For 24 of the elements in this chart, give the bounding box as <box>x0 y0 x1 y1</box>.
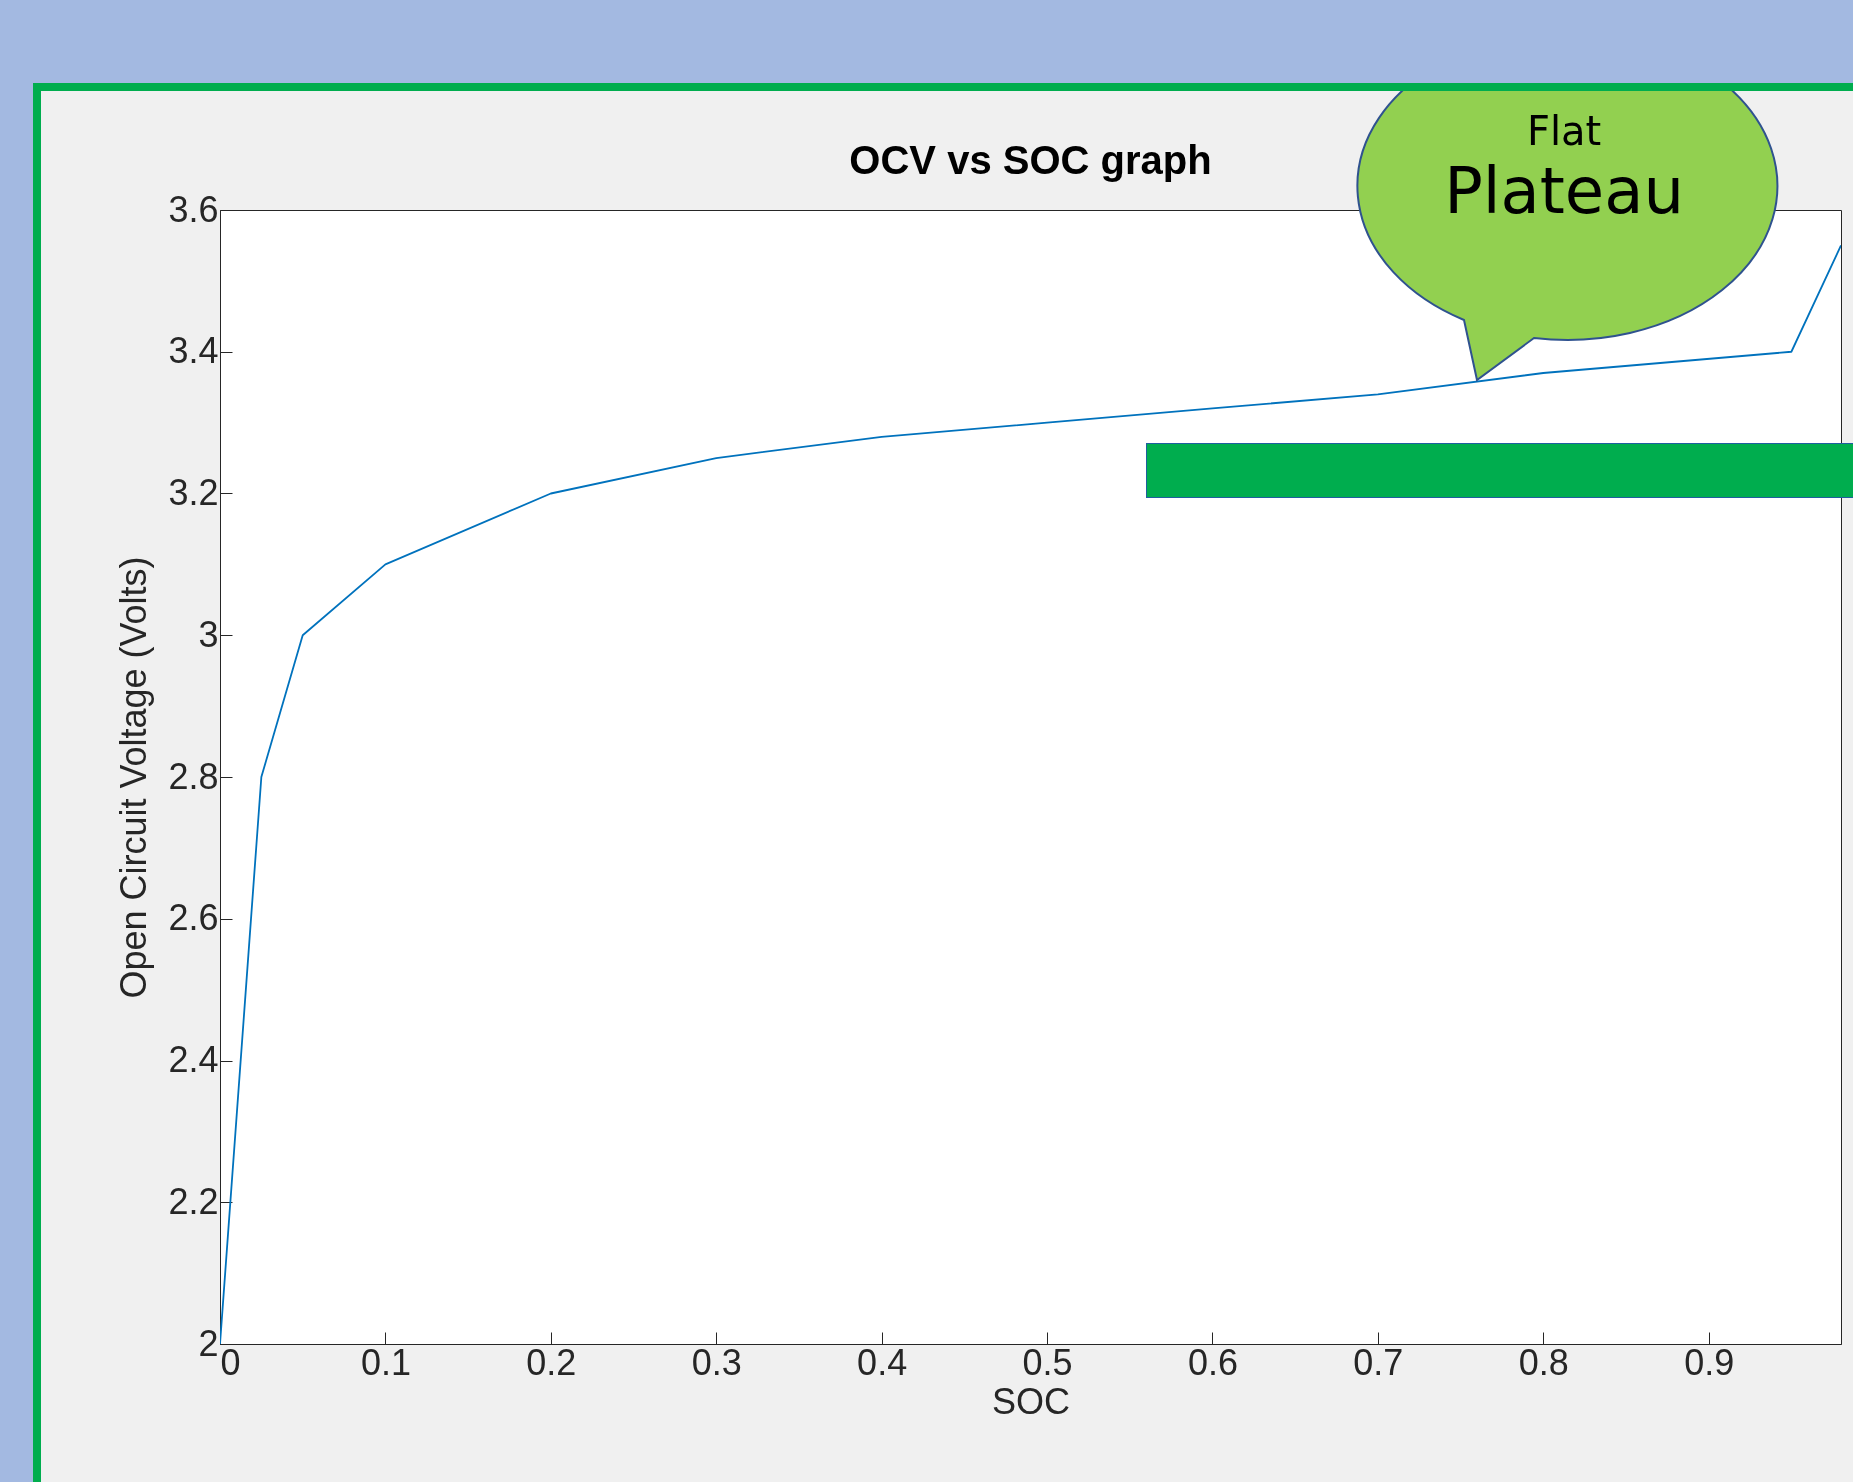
y-tick-label: 3.4 <box>168 330 219 372</box>
y-tick-label: 2.4 <box>168 1039 219 1080</box>
x-tick-label: 0.1 <box>360 1341 411 1383</box>
y-tick-label: 3.6 <box>168 188 219 230</box>
line-series <box>220 244 1841 1344</box>
y-axis-title: Open Circuit Voltage (Volts) <box>113 556 155 999</box>
y-tick-label: 2 <box>198 1322 219 1364</box>
x-tick-label: 0.3 <box>691 1341 742 1383</box>
y-tick-label: 2.2 <box>168 1180 219 1222</box>
x-tick-label: 0.8 <box>1518 1341 1569 1383</box>
y-tick-label: 3 <box>198 613 219 655</box>
y-tick-label: 2.8 <box>168 755 219 797</box>
x-tick-label: 0.9 <box>1684 1341 1735 1383</box>
x-tick-label: 0.4 <box>857 1341 908 1383</box>
x-tick-label: 0.6 <box>1187 1341 1238 1383</box>
x-axis-title: SOC <box>991 1380 1071 1422</box>
y-tick-label: 3.2 <box>168 472 219 513</box>
x-tick-label: 0.2 <box>526 1341 577 1383</box>
x-tick-label: 0.7 <box>1353 1341 1404 1383</box>
x-tick-label: 0 <box>220 1341 241 1383</box>
x-tick-label: 0.5 <box>1022 1341 1073 1383</box>
chart-title: OCV vs SOC graph <box>849 138 1212 182</box>
y-tick-label: 2.6 <box>168 897 219 939</box>
annotation: Flat Plateau <box>1443 108 1685 229</box>
